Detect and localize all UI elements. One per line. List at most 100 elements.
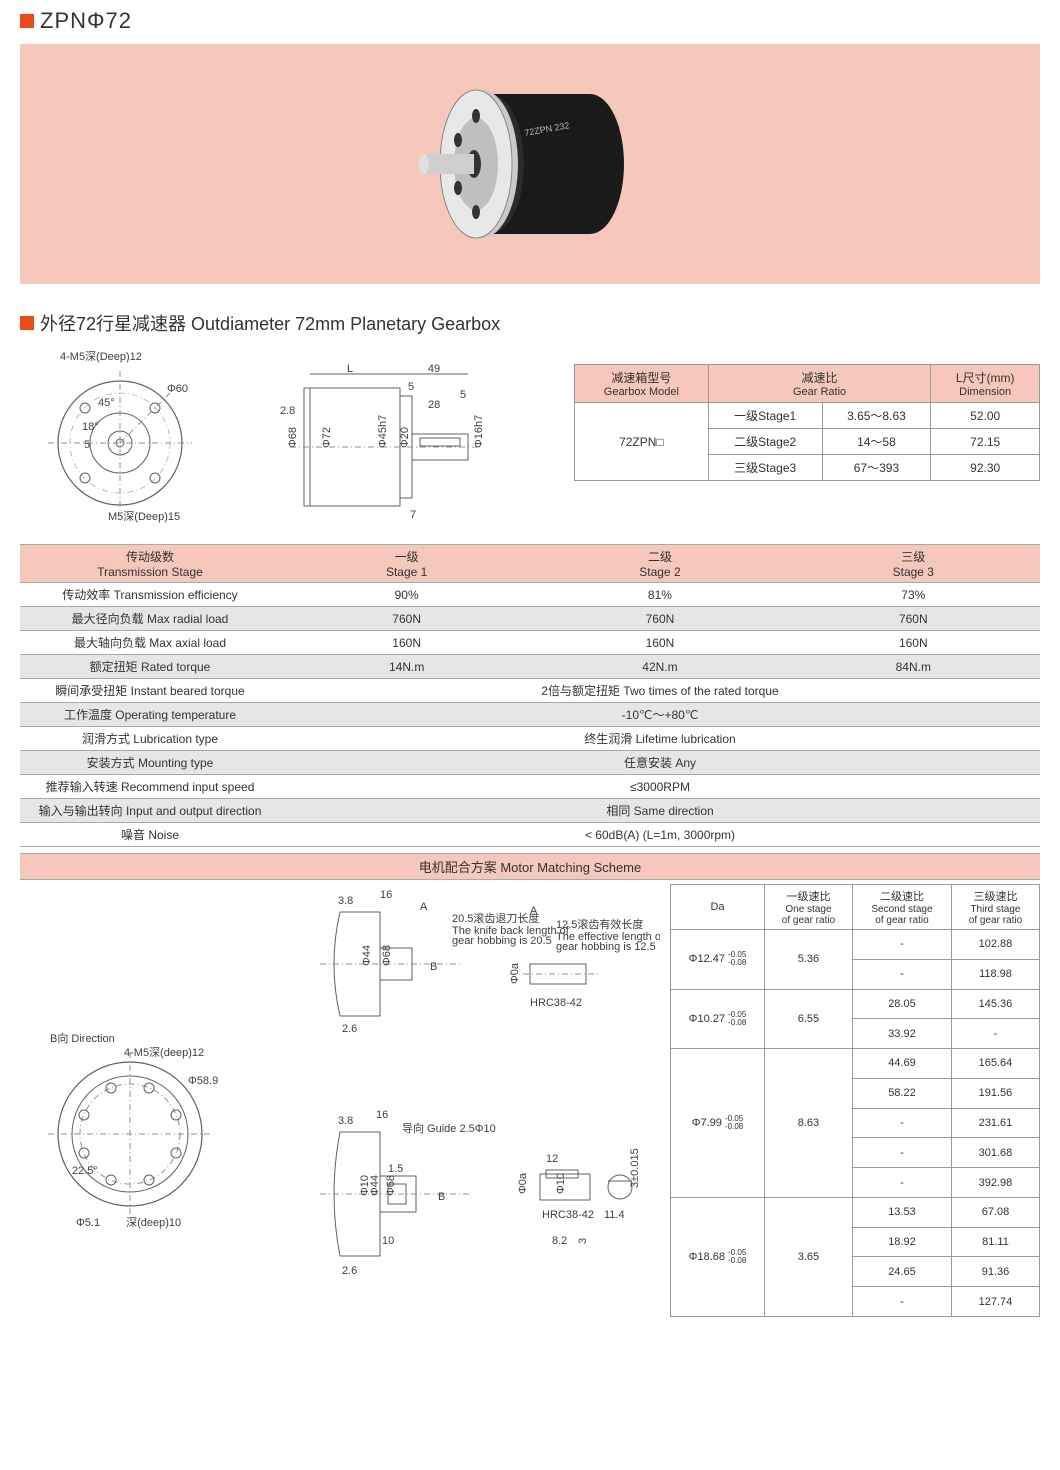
svg-text:10: 10 (382, 1235, 394, 1247)
accent-square (20, 14, 34, 28)
td-s1: 3.65 (764, 1197, 852, 1316)
svg-text:4-M5深(Deep)12: 4-M5深(Deep)12 (60, 350, 142, 363)
spec-label: 瞬间承受扭矩 Instant beared torque (20, 679, 280, 703)
svg-text:2.8: 2.8 (280, 405, 295, 417)
td-L: 52.00 (931, 403, 1040, 429)
td-s3: 165.64 (951, 1049, 1039, 1079)
td-model: 72ZPN□ (575, 403, 709, 481)
th-s2: 二级速比Second stageof gear ratio (852, 885, 951, 930)
svg-text:5: 5 (84, 439, 90, 451)
svg-text:3: 3 (577, 1238, 589, 1244)
td-da: Φ12.47 -0.05-0.08 (671, 930, 765, 990)
svg-text:4-M5深(deep)12: 4-M5深(deep)12 (124, 1046, 204, 1059)
svg-text:3.8: 3.8 (338, 1115, 353, 1127)
svg-text:gear hobbing is 20.5: gear hobbing is 20.5 (452, 935, 552, 947)
match-header: 电机配合方案 Motor Matching Scheme (20, 853, 1040, 880)
svg-text:B: B (438, 1191, 445, 1203)
gearbox-table: 减速箱型号Gearbox Model 减速比Gear Ratio L尺寸(mm)… (574, 364, 1040, 481)
svg-text:1.5: 1.5 (388, 1163, 403, 1175)
spec-label: 安装方式 Mounting type (20, 751, 280, 775)
spec-value: 160N (533, 631, 786, 655)
spec-label: 推荐输入转速 Recommend input speed (20, 775, 280, 799)
svg-text:Φ58.9: Φ58.9 (188, 1075, 218, 1087)
spec-value: 760N (280, 607, 533, 631)
svg-text:Φ20: Φ20 (399, 427, 411, 448)
svg-text:Φ0a: Φ0a (517, 1172, 529, 1194)
th-L: L尺寸(mm)Dimension (931, 365, 1040, 403)
spec-value: 760N (787, 607, 1040, 631)
th-s1: 一级速比One stageof gear ratio (764, 885, 852, 930)
td-stage: 二级Stage2 (708, 429, 822, 455)
svg-text:28: 28 (428, 399, 440, 411)
svg-text:Φ72: Φ72 (321, 427, 333, 448)
svg-text:16: 16 (380, 889, 392, 901)
svg-text:Φ0a: Φ0a (509, 962, 521, 984)
svg-text:M5深(Deep)15: M5深(Deep)15 (108, 510, 180, 523)
spec-value: 160N (280, 631, 533, 655)
spec-value: 73% (787, 583, 1040, 607)
td-ratio: 14～58 (822, 429, 931, 455)
svg-text:Φ10: Φ10 (555, 1173, 567, 1194)
td-s3: 91.36 (951, 1257, 1039, 1287)
td-ratio: 3.65～8.63 (822, 403, 931, 429)
page-title-row: ZPNΦ72 (20, 8, 1040, 34)
svg-text:22.5°: 22.5° (72, 1165, 98, 1177)
spec-value: < 60dB(A) (L=1m, 3000rpm) (280, 823, 1040, 847)
th-ratio: 减速比Gear Ratio (708, 365, 931, 403)
svg-text:Φ44: Φ44 (369, 1175, 381, 1196)
td-s2: - (852, 930, 951, 960)
spec-label: 输入与输出转向 Input and output direction (20, 799, 280, 823)
svg-text:Φ68: Φ68 (287, 427, 299, 448)
spec-value: 终生润滑 Lifetime lubrication (280, 727, 1040, 751)
td-s3: 102.88 (951, 930, 1039, 960)
td-s2: - (852, 1287, 951, 1317)
spec-value: 任意安装 Any (280, 751, 1040, 775)
svg-text:5: 5 (460, 389, 466, 401)
spec-value: 相同 Same direction (280, 799, 1040, 823)
spec-value: 2倍与额定扭矩 Two times of the rated torque (280, 679, 1040, 703)
td-stage: 三级Stage3 (708, 455, 822, 481)
td-s3: 392.98 (951, 1168, 1039, 1198)
td-da: Φ7.99 -0.05-0.08 (671, 1049, 765, 1198)
td-L: 72.15 (931, 429, 1040, 455)
svg-text:导向 Guide 2.5Φ10: 导向 Guide 2.5Φ10 (402, 1121, 496, 1135)
td-s3: 67.08 (951, 1197, 1039, 1227)
td-s3: 118.98 (951, 959, 1039, 989)
td-s2: 13.53 (852, 1197, 951, 1227)
svg-text:45°: 45° (98, 397, 115, 409)
td-s2: 33.92 (852, 1019, 951, 1049)
svg-text:gear hobbing is 12.5: gear hobbing is 12.5 (556, 941, 656, 953)
td-ratio: 67～393 (822, 455, 931, 481)
td-stage: 一级Stage1 (708, 403, 822, 429)
svg-text:11.4: 11.4 (604, 1209, 625, 1221)
spec-value: ≤3000RPM (280, 775, 1040, 799)
spec-label: 传动效率 Transmission efficiency (20, 583, 280, 607)
svg-text:Φ68: Φ68 (385, 1175, 397, 1196)
spec-value: 90% (280, 583, 533, 607)
subtitle: 外径72行星减速器 Outdiameter 72mm Planetary Gea… (40, 310, 500, 336)
td-s3: 81.11 (951, 1227, 1039, 1257)
td-s2: 24.65 (852, 1257, 951, 1287)
svg-text:Φ16h7: Φ16h7 (473, 415, 485, 448)
td-s2: - (852, 1108, 951, 1138)
bottom-drawing: B向 Direction 4-M5深(deep)12 Φ58.9 22.5° Φ… (20, 884, 660, 1317)
td-s1: 5.36 (764, 930, 852, 990)
td-s2: 28.05 (852, 989, 951, 1019)
td-da: Φ10.27 -0.05-0.08 (671, 989, 765, 1049)
gearbox-illustration: 72ZPN 232 (370, 64, 690, 264)
th-da: Da (671, 885, 765, 930)
spec-label: 润滑方式 Lubrication type (20, 727, 280, 751)
svg-text:B向 Direction: B向 Direction (50, 1031, 115, 1045)
svg-text:5: 5 (408, 381, 414, 393)
spec-label: 最大径向负载 Max radial load (20, 607, 280, 631)
td-s2: - (852, 1138, 951, 1168)
svg-text:49: 49 (428, 363, 440, 375)
svg-text:HRC38-42: HRC38-42 (530, 997, 582, 1009)
td-s3: 301.68 (951, 1138, 1039, 1168)
td-s3: - (951, 1019, 1039, 1049)
svg-text:2.6: 2.6 (342, 1265, 357, 1277)
svg-text:B: B (430, 961, 437, 973)
spec-value: 160N (787, 631, 1040, 655)
td-s3: 145.36 (951, 989, 1039, 1019)
spec-value: 14N.m (280, 655, 533, 679)
